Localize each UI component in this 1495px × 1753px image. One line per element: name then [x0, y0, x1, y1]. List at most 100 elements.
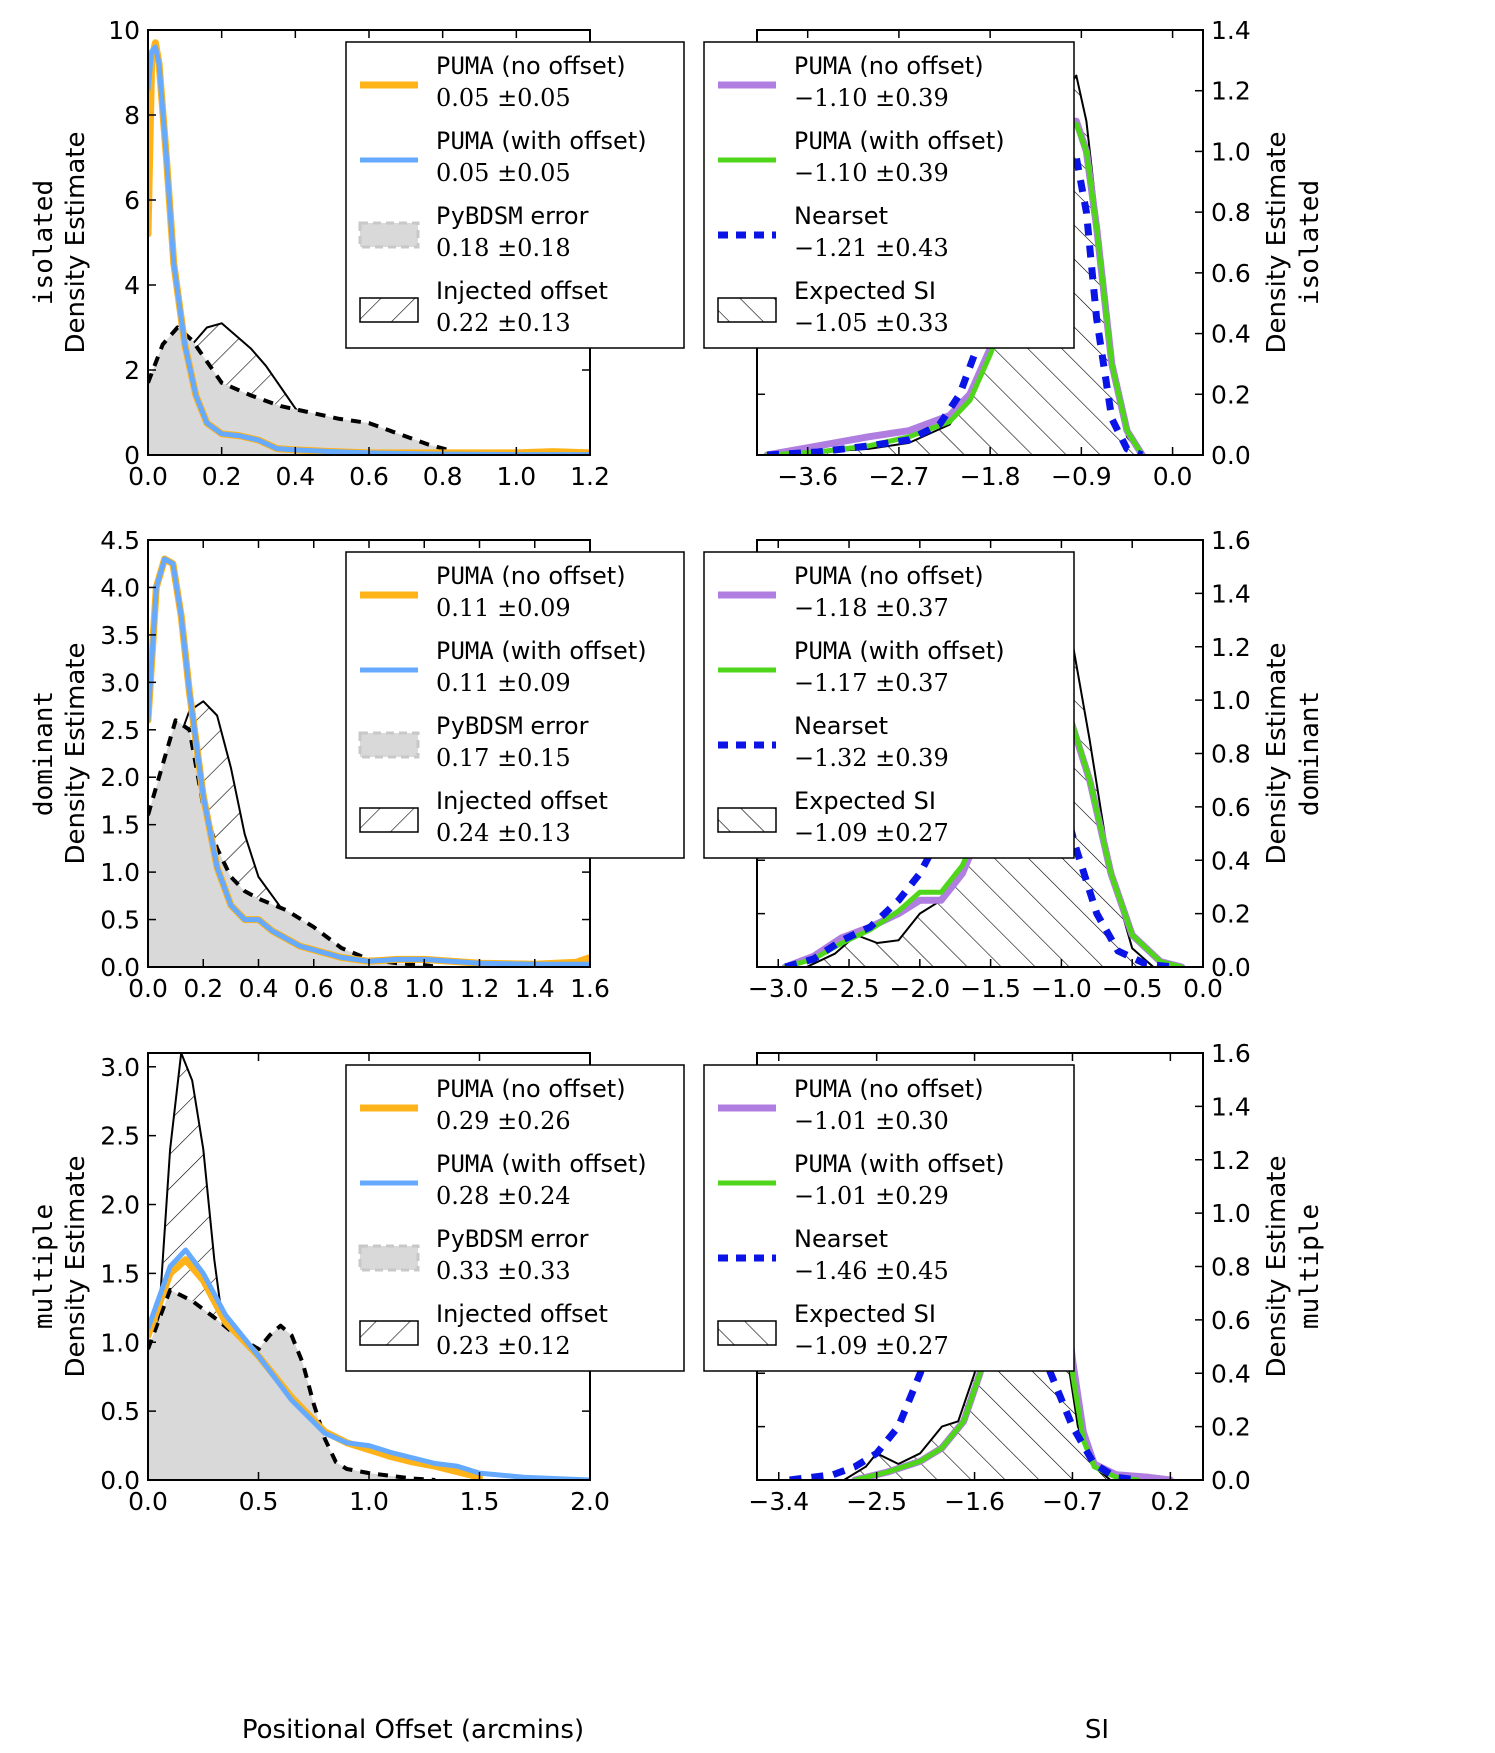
x-tick-label: −1.5 [960, 974, 1021, 1003]
legend-label: Nearset [794, 712, 888, 740]
legend-stats: 0.24 ±0.13 [436, 819, 571, 847]
y-tick-label: 1.6 [1211, 1039, 1251, 1068]
x-tick-label: −3.6 [777, 462, 838, 491]
y-tick-label: 2.0 [100, 763, 140, 792]
legend-key-hatch-back [359, 1320, 419, 1346]
legend-stats: 0.29 ±0.26 [436, 1107, 571, 1135]
series-fill-gray-dashed [148, 720, 439, 967]
x-tick-label: −3.4 [748, 1487, 809, 1516]
x-tick-label: 2.0 [570, 1487, 610, 1516]
legend: PUMA (no offset) −1.10 ±0.39 PUMA (with of… [703, 41, 1075, 349]
series-line-line-blue [148, 556, 590, 967]
row-label: multiple [1295, 1204, 1325, 1329]
y-axis-label: Density Estimate [1262, 643, 1292, 865]
legend-stats: 0.11 ±0.09 [436, 594, 571, 622]
series-line-gray-dashed [148, 718, 439, 967]
series-fill-gray-dashed [148, 1289, 436, 1480]
y-tick-label: 0.8 [1211, 1253, 1251, 1282]
y-axis-label: Density Estimate [1262, 1156, 1292, 1378]
x-tick-label: 1.0 [496, 462, 536, 491]
legend-label: PUMA (with offset) [436, 1150, 647, 1178]
legend-stats: −1.21 ±0.43 [794, 234, 949, 262]
legend-key-pybdsm [358, 221, 420, 249]
legend-stats: −1.18 ±0.37 [794, 594, 949, 622]
legend: PUMA (no offset) 0.11 ±0.09 PUMA (with off… [345, 551, 685, 859]
y-axis-label: Density Estimate [61, 643, 91, 865]
y-tick-label: 0.2 [1211, 380, 1251, 409]
legend-stats: 0.22 ±0.13 [436, 309, 571, 337]
legend-label: Nearset [794, 202, 888, 230]
x-tick-label: 0.6 [294, 974, 334, 1003]
legend-box [703, 551, 1075, 859]
legend: PUMA (no offset) 0.29 ±0.26 PUMA (with off… [345, 1064, 685, 1372]
x-tick-label: −0.7 [1042, 1487, 1103, 1516]
x-tick-label: 0.2 [202, 462, 242, 491]
legend-box [703, 41, 1075, 349]
legend-stats: 0.28 ±0.24 [436, 1182, 571, 1210]
legend-label: PUMA (with offset) [794, 637, 1005, 665]
row-label: isolated [1295, 180, 1325, 305]
y-tick-label: 2 [124, 356, 140, 385]
y-tick-label: 1.2 [1211, 1146, 1251, 1175]
series-line-gray-dashed [148, 325, 480, 455]
legend-box [345, 41, 685, 349]
x-tick-label: 0.8 [349, 974, 389, 1003]
y-tick-label: 0.0 [1211, 1466, 1251, 1495]
legend-label: PUMA (no offset) [436, 52, 626, 80]
legend-stats: 0.05 ±0.05 [436, 84, 571, 112]
legend-stats: −1.01 ±0.30 [794, 1107, 949, 1135]
chart-right-dominant: −3.0 −2.5 −2.0 −1.5 −1.0 −0.5 0.00.0 0.2 0.4 0.6 0… [703, 526, 1325, 1003]
y-tick-label: 4.5 [100, 526, 140, 555]
y-tick-label: 1.4 [1211, 16, 1251, 45]
y-tick-label: 1.0 [1211, 1199, 1251, 1228]
legend-key-hatch-fwd [717, 297, 777, 323]
legend-label: PUMA (with offset) [436, 127, 647, 155]
legend-box [703, 1064, 1075, 1372]
y-tick-label: 0.2 [1211, 1413, 1251, 1442]
y-tick-label: 0.4 [1211, 320, 1251, 349]
y-tick-label: 6 [124, 186, 140, 215]
x-tick-label: 1.0 [404, 974, 444, 1003]
legend-stats: −1.01 ±0.29 [794, 1182, 949, 1210]
legend-label: PUMA (with offset) [794, 1150, 1005, 1178]
legend-stats: −1.46 ±0.45 [794, 1257, 949, 1285]
legend-label: PUMA (no offset) [794, 52, 984, 80]
legend-label: PyBDSM error [436, 202, 589, 230]
legend-label: PUMA (no offset) [436, 1075, 626, 1103]
legend-stats: −1.10 ±0.39 [794, 159, 949, 187]
y-axis-label: Density Estimate [61, 132, 91, 354]
legend-label: PUMA (no offset) [794, 562, 984, 590]
y-tick-label: 3.0 [100, 668, 140, 697]
y-tick-label: 0.5 [100, 1397, 140, 1426]
x-tick-label: −0.9 [1051, 462, 1112, 491]
legend-stats: 0.33 ±0.33 [436, 1257, 571, 1285]
legend-label: PyBDSM error [436, 1225, 589, 1253]
legend-label: PUMA (with offset) [436, 637, 647, 665]
legend: PUMA (no offset) −1.01 ±0.30 PUMA (with of… [703, 1064, 1075, 1372]
legend-stats: 0.17 ±0.15 [436, 744, 571, 772]
legend-key-pybdsm [358, 731, 420, 759]
y-tick-label: 4 [124, 271, 140, 300]
x-tick-label: 0.4 [239, 974, 279, 1003]
legend-label: Nearset [794, 1225, 888, 1253]
legend-label: PUMA (no offset) [794, 1075, 984, 1103]
y-tick-label: 0.0 [100, 1466, 140, 1495]
y-tick-label: 0.2 [1211, 900, 1251, 929]
x-tick-label: 0.2 [183, 974, 223, 1003]
legend-stats: 0.18 ±0.18 [436, 234, 571, 262]
y-tick-label: 1.5 [100, 811, 140, 840]
y-tick-label: 1.4 [1211, 579, 1251, 608]
x-tick-label: 1.2 [460, 974, 500, 1003]
y-tick-label: 2.0 [100, 1191, 140, 1220]
y-tick-label: 1.4 [1211, 1092, 1251, 1121]
y-tick-label: 1.2 [1211, 77, 1251, 106]
legend: PUMA (no offset) 0.05 ±0.05 PUMA (with off… [345, 41, 685, 349]
legend-label: Expected SI [794, 1300, 936, 1328]
y-axis-label: Density Estimate [1262, 132, 1292, 354]
y-tick-label: 3.5 [100, 621, 140, 650]
y-tick-label: 0.8 [1211, 740, 1251, 769]
y-tick-label: 0.5 [100, 906, 140, 935]
legend: PUMA (no offset) −1.18 ±0.37 PUMA (with of… [703, 551, 1075, 859]
y-tick-label: 1.0 [100, 1328, 140, 1357]
